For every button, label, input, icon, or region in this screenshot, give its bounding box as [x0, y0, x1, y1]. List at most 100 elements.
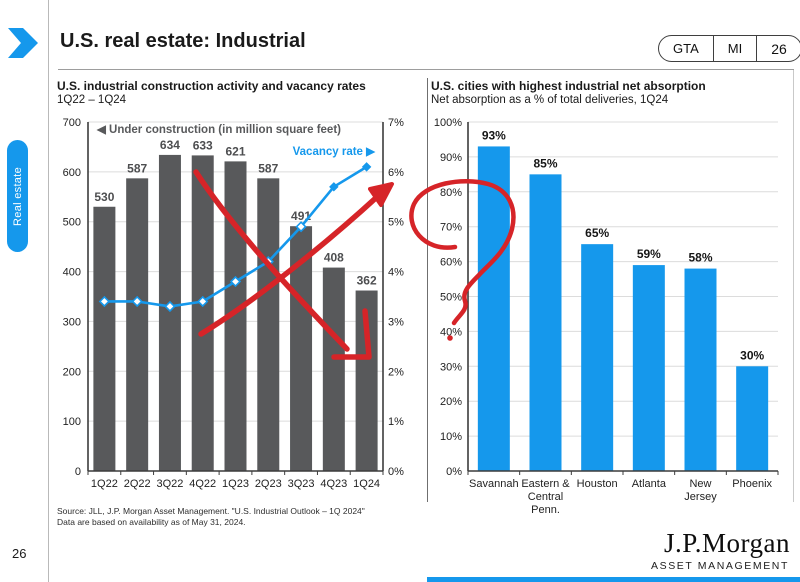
source-line-1: Source: JLL, J.P. Morgan Asset Managemen… — [57, 506, 365, 516]
bar-value-label: 633 — [193, 138, 213, 152]
bar-4Q23 — [322, 267, 345, 471]
bar-3Q23 — [290, 226, 313, 471]
left-axis-tick: 100 — [63, 416, 81, 428]
bar-value-label: 634 — [160, 138, 180, 152]
left-axis-tick: 600 — [63, 167, 81, 179]
bar-Atlanta — [632, 265, 665, 471]
footer-accent-bar — [427, 577, 800, 582]
x-category-label: 3Q22 — [156, 478, 183, 490]
right-panel-border — [793, 70, 794, 502]
right-axis-tick: 4% — [388, 267, 404, 279]
legend-under-construction: ◀ Under construction (in million square … — [96, 124, 341, 136]
page-title: U.S. real estate: Industrial — [60, 30, 306, 52]
right-axis-tick: 5% — [388, 217, 404, 229]
bar-3Q22 — [158, 154, 181, 472]
x-category-label: Penn. — [531, 504, 560, 513]
bar-1Q24 — [355, 290, 378, 471]
bar-2Q22 — [126, 178, 149, 471]
sidebar-tab-label: Real estate — [11, 166, 24, 226]
net-absorption-chart: 0% 10% 20% 30% 40% 50% 60% 70% 80% 90% 100% 93% 85% 6… — [434, 117, 779, 513]
bar-value-label: 587 — [127, 161, 147, 175]
x-category-label: Atlanta — [632, 478, 667, 490]
y-axis-tick: 50% — [440, 292, 462, 304]
right-axis-tick: 0% — [388, 466, 404, 478]
vacancy-marker — [98, 295, 111, 308]
y-axis-tick: 90% — [440, 152, 462, 164]
bar-New Jersey — [684, 268, 717, 471]
left-chart-title: U.S. industrial construction activity an… — [57, 79, 366, 93]
y-axis-tick: 100% — [434, 117, 462, 129]
bar-value-label: 408 — [324, 251, 344, 265]
bar-4Q22 — [191, 155, 214, 471]
bar-value-label: 587 — [258, 161, 278, 175]
left-chart-subtitle: 1Q22 – 1Q24 — [57, 94, 127, 106]
y-axis-tick: 80% — [440, 187, 462, 199]
source-note: Source: JLL, J.P. Morgan Asset Managemen… — [57, 506, 365, 527]
y-axis-tick: 70% — [440, 222, 462, 234]
bar-Houston — [581, 244, 614, 471]
y-axis-tick: 60% — [440, 257, 462, 269]
x-category-label: New — [689, 478, 711, 490]
nav-item-page[interactable]: 26 — [756, 36, 800, 61]
x-category-label: Central — [528, 491, 563, 503]
x-category-label: 2Q22 — [124, 478, 151, 490]
page-number: 26 — [12, 546, 27, 561]
bar-value-label: 65% — [585, 226, 609, 240]
y-axis-tick: 0% — [446, 466, 462, 478]
bar-value-label: 530 — [94, 190, 114, 204]
left-divider-line — [48, 0, 49, 582]
bar-Phoenix — [736, 366, 769, 471]
nav-item-mi[interactable]: MI — [712, 36, 756, 61]
bar-value-label: 30% — [740, 348, 764, 362]
x-category-label: 1Q23 — [222, 478, 249, 490]
bar-value-label: 58% — [688, 251, 712, 265]
x-category-label: 1Q22 — [91, 478, 118, 490]
construction-vacancy-chart: 0 100 200 300 400 500 600 700 0% 1% 2% 3% 4% 5% 6% 7% 53… — [63, 117, 404, 490]
bar-Eastern & Central Penn. — [529, 174, 562, 471]
jpmorgan-logo: J.P.Morgan — [663, 528, 790, 558]
right-chart-subtitle: Net absorption as a % of total deliverie… — [431, 94, 669, 106]
bar-value-label: 621 — [225, 144, 245, 158]
x-category-label: 4Q23 — [320, 478, 347, 490]
y-axis-tick: 30% — [440, 361, 462, 373]
x-category-label: Jersey — [684, 491, 717, 503]
bar-1Q23 — [224, 161, 247, 471]
vacancy-marker — [164, 300, 176, 313]
bar-Savannah — [477, 146, 510, 471]
y-axis-tick: 10% — [440, 431, 462, 443]
legend-vacancy-rate: Vacancy rate ▶ — [293, 146, 377, 158]
right-axis-tick: 2% — [388, 366, 404, 378]
x-category-label: Houston — [577, 478, 618, 490]
vacancy-marker — [131, 295, 143, 308]
right-chart-title: U.S. cities with highest industrial net … — [431, 79, 706, 93]
y-axis-tick: 20% — [440, 396, 462, 408]
chevron-icon — [8, 28, 38, 58]
x-category-label: 3Q23 — [288, 478, 315, 490]
x-category-label: 4Q22 — [189, 478, 216, 490]
y-axis-tick: 40% — [440, 326, 462, 338]
jpmorgan-logo-subtitle: ASSET MANAGEMENT — [650, 560, 789, 572]
left-axis-tick: 200 — [63, 366, 81, 378]
x-category-label: Eastern & — [521, 478, 570, 490]
left-axis-tick: 700 — [63, 117, 81, 129]
vacancy-marker — [361, 162, 372, 172]
nav-pill: GTA MI 26 — [658, 35, 800, 62]
bar-value-label: 85% — [533, 156, 557, 170]
bar-value-label: 362 — [357, 274, 377, 288]
bar-2Q23 — [257, 178, 280, 471]
x-category-label: 2Q23 — [255, 478, 282, 490]
left-axis-tick: 500 — [63, 217, 81, 229]
sidebar-tab-real-estate[interactable]: Real estate — [7, 140, 28, 252]
nav-item-gta[interactable]: GTA — [673, 41, 699, 56]
x-category-label: 1Q24 — [353, 478, 380, 490]
left-axis-tick: 300 — [63, 316, 81, 328]
right-axis-tick: 6% — [388, 167, 404, 179]
left-axis-tick: 0 — [75, 466, 81, 478]
right-axis-tick: 1% — [388, 416, 404, 428]
right-axis-tick: 7% — [388, 117, 404, 129]
x-category-label: Savannah — [469, 478, 519, 490]
bar-value-label: 93% — [482, 128, 506, 142]
left-axis-tick: 400 — [63, 267, 81, 279]
header-rule — [58, 69, 794, 70]
